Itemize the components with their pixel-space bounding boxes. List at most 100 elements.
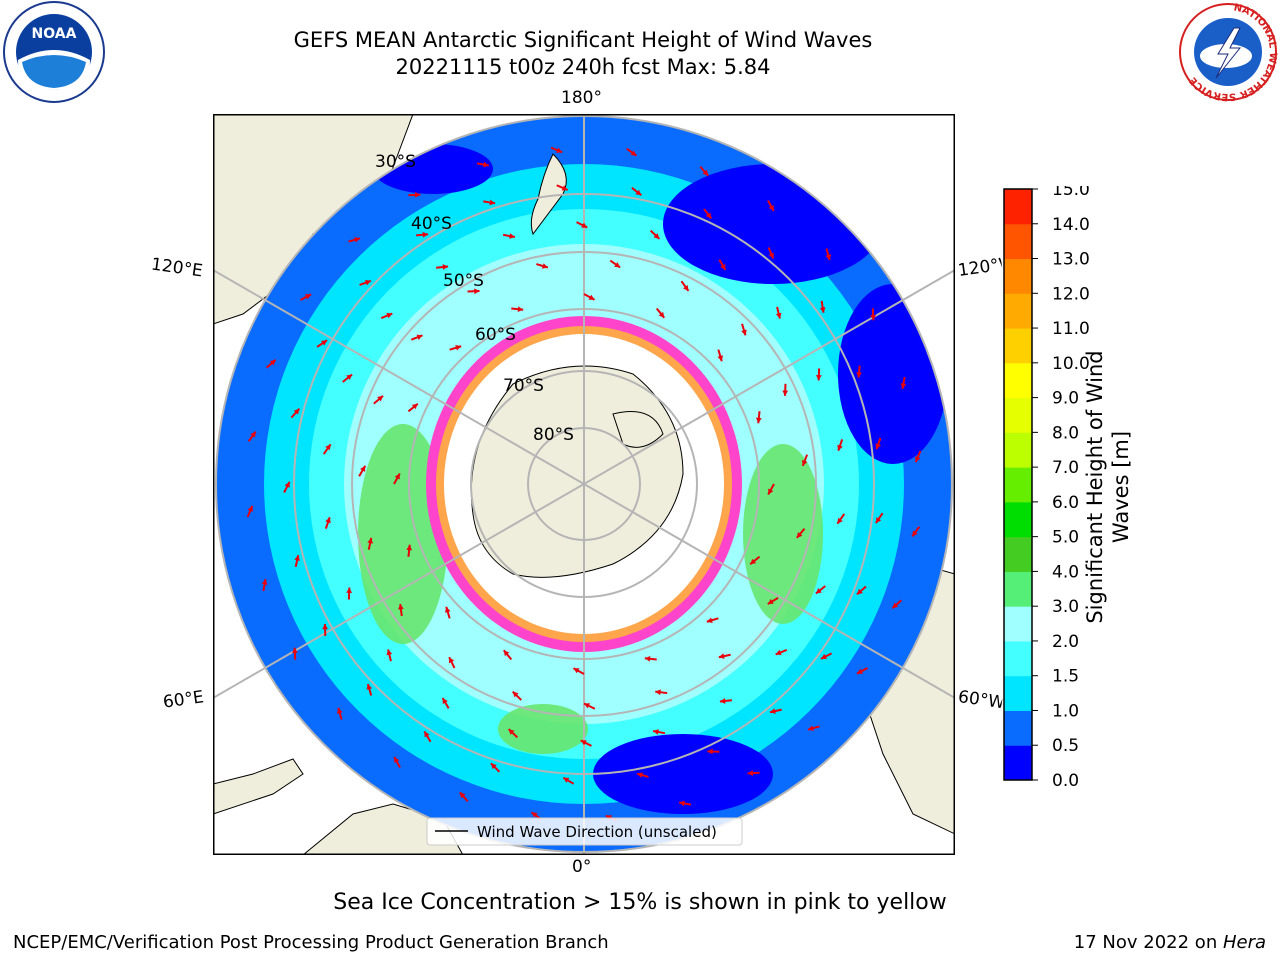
wind-arrow <box>346 587 353 600</box>
wind-arrow <box>393 756 401 769</box>
colorbar-band <box>1004 606 1032 642</box>
nws-logo: NATIONAL WEATHER SERVICE <box>1179 2 1278 102</box>
wind-arrow <box>911 526 921 538</box>
wind-arrow <box>856 365 862 378</box>
wind-arrow <box>706 617 719 624</box>
wind-arrow <box>398 603 404 617</box>
lon-label-180: 180° <box>561 88 602 108</box>
wind-arrow <box>324 516 331 529</box>
title-line-2: 20221115 t00z 240h fcst Max: 5.84 <box>395 55 771 79</box>
colorbar-ticks: 0.0 0.5 1.0 1.5 2.0 3.0 4.0 5.0 6.0 7.0 8.0 9.0 10.0… <box>1032 186 1090 786</box>
colorbar-band <box>1004 501 1032 538</box>
sea-ice-note: Sea Ice Concentration > 15% is shown in … <box>333 890 947 915</box>
wind-arrow <box>441 697 450 709</box>
wind-arrow <box>410 334 423 341</box>
wind-arrow <box>502 233 516 239</box>
wind-arrows <box>246 146 922 822</box>
wind-arrow <box>815 368 822 381</box>
colorbar-band <box>1004 710 1032 746</box>
wind-arrow <box>246 505 254 518</box>
wind-arrow <box>292 647 298 660</box>
wind-arrow <box>449 344 462 351</box>
lon-label-120e: 120°E <box>149 254 204 282</box>
colorbar-tick-label: 12.0 <box>1052 284 1090 304</box>
wind-arrow <box>775 306 782 319</box>
wind-arrow <box>856 585 867 596</box>
colorbar-band <box>1004 675 1032 711</box>
wind-arrow <box>283 481 291 493</box>
wind-arrow <box>749 555 761 566</box>
wind-arrow <box>767 247 775 259</box>
wind-arrow <box>875 437 882 450</box>
wind-arrow <box>678 800 692 807</box>
wind-arrow <box>769 708 782 714</box>
wind-arrow <box>502 649 513 661</box>
wind-arrow <box>819 300 826 313</box>
wind-arrow <box>247 430 257 442</box>
colorbar-band <box>1004 640 1032 677</box>
wind-arrow <box>380 312 393 320</box>
lon-label-120w: 120°W <box>956 255 1004 281</box>
wind-arrow <box>644 655 657 662</box>
wind-arrow <box>507 728 519 739</box>
wind-arrow <box>836 513 846 525</box>
colorbar-bands <box>1004 189 1032 781</box>
noaa-logo: NOAA <box>3 1 105 103</box>
wind-arrow <box>336 707 343 720</box>
wind-arrow <box>631 187 642 196</box>
colorbar-tick-label: 4.0 <box>1052 562 1079 582</box>
wind-arrow <box>406 544 413 557</box>
wind-arrow <box>556 184 569 191</box>
lat-label-30: 30°S <box>375 152 416 172</box>
wind-arrow <box>290 407 301 419</box>
wind-arrow <box>741 323 747 336</box>
wind-arrow <box>536 263 549 269</box>
title-line-1: GEFS MEAN Antarctic Significant Height o… <box>293 28 873 52</box>
colorbar-band <box>1004 293 1032 329</box>
wind-arrow <box>680 280 690 292</box>
wind-arrow <box>649 229 661 240</box>
wind-arrow <box>652 729 666 735</box>
wind-arrow <box>342 373 353 383</box>
colorbar-band <box>1004 467 1032 503</box>
wind-arrow <box>820 652 833 660</box>
wind-arrow <box>294 554 300 568</box>
colorbar-tick-label: 2.0 <box>1052 632 1079 652</box>
wind-arrow <box>322 443 332 455</box>
wind-arrow <box>580 739 592 747</box>
wind-arrow <box>511 306 524 313</box>
wind-arrow <box>717 349 724 362</box>
wind-arrow <box>407 402 419 413</box>
wind-arrow <box>348 236 361 243</box>
colorbar-tick-label: 9.0 <box>1052 389 1079 409</box>
wind-arrow <box>358 465 367 477</box>
wind-arrow <box>572 667 585 675</box>
wind-arrow <box>718 259 727 271</box>
colorbar-band <box>1004 745 1032 781</box>
wind-arrow <box>386 649 393 662</box>
colorbar-tick-label: 3.0 <box>1052 597 1079 617</box>
colorbar-tick-label: 0.0 <box>1052 771 1079 786</box>
polar-map: 30°S 40°S 50°S 60°S 70°S 80°S Wind Wave … <box>213 114 955 855</box>
colorbar-band <box>1004 397 1032 433</box>
noaa-logo-text: NOAA <box>32 26 77 42</box>
wind-arrow <box>408 192 421 198</box>
colorbar-band <box>1004 536 1032 572</box>
footer-date: 17 Nov 2022 on Hera <box>1074 932 1266 953</box>
wind-arrow <box>483 199 496 206</box>
lon-label-0: 0° <box>572 857 592 877</box>
colorbar-band <box>1004 362 1032 399</box>
colorbar-tick-label: 1.0 <box>1052 701 1079 721</box>
wind-arrow <box>576 221 588 229</box>
wind-arrow <box>775 648 788 656</box>
wind-arrow <box>914 450 922 463</box>
colorbar-band <box>1004 189 1032 225</box>
wind-arrow <box>782 383 789 396</box>
colorbar-tick-label: 0.5 <box>1052 736 1079 756</box>
wind-arrow <box>459 791 469 803</box>
wind-arrow <box>655 307 666 319</box>
wind-arrow <box>837 439 844 452</box>
colorbar-tick-label: 13.0 <box>1052 250 1090 270</box>
legend-text: Wind Wave Direction (unscaled) <box>477 823 717 841</box>
wind-arrow <box>718 653 731 659</box>
